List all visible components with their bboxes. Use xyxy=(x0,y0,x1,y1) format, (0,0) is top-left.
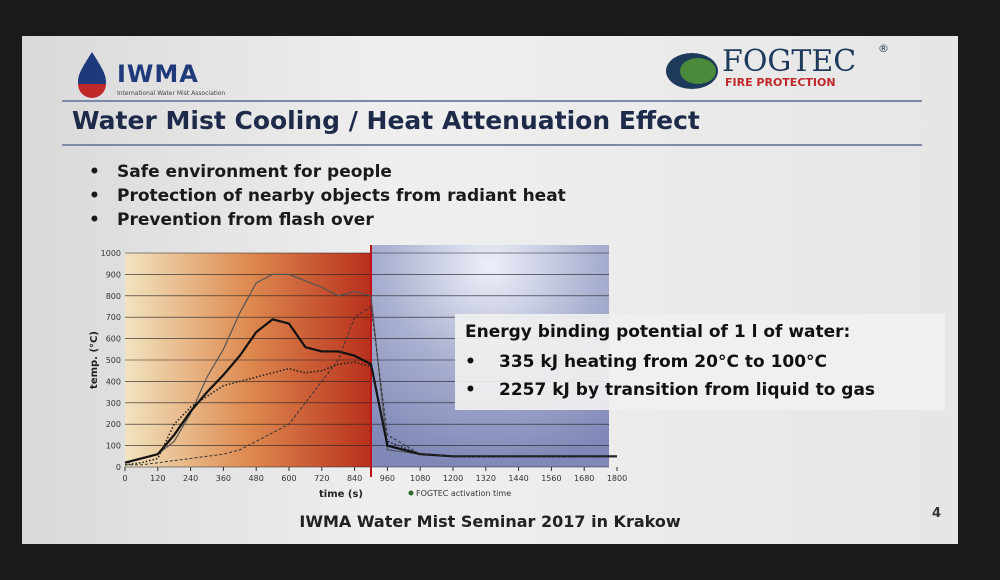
y-tick-label: 500 xyxy=(106,356,121,365)
rule xyxy=(62,144,922,146)
x-tick-label: 1320 xyxy=(476,474,496,483)
activation-dot xyxy=(408,490,414,496)
x-tick-label: 1680 xyxy=(574,474,594,483)
x-tick-label: 360 xyxy=(216,474,231,483)
y-tick-label: 100 xyxy=(106,442,121,451)
box-heading: Energy binding potential of 1 l of water… xyxy=(465,322,851,342)
x-axis-label: time (s) xyxy=(319,489,363,500)
x-tick-label: 600 xyxy=(281,474,296,483)
y-tick-label: 400 xyxy=(106,377,121,386)
logo-name: FOGTEC xyxy=(722,44,857,79)
page-number: 4 xyxy=(932,506,942,521)
slide: IWMA International Water Mist Associatio… xyxy=(22,36,958,544)
annotation: FOGTEC activation time xyxy=(416,489,511,498)
y-tick-label: 200 xyxy=(106,420,121,429)
x-tick-label: 1440 xyxy=(508,474,528,483)
y-tick-label: 800 xyxy=(106,292,121,301)
bullet: Protection of nearby objects from radian… xyxy=(89,186,566,206)
y-tick-label: 300 xyxy=(106,399,121,408)
box-item: 2257 kJ by transition from liquid to gas xyxy=(499,380,876,400)
x-tick-label: 960 xyxy=(380,474,395,483)
logo-subtitle: International Water Mist Association xyxy=(117,90,226,97)
logo-mark: ® xyxy=(878,42,889,55)
x-tick-label: 120 xyxy=(150,474,165,483)
logo-name: IWMA xyxy=(117,60,199,88)
y-tick-label: 1000 xyxy=(101,249,121,258)
x-tick-label: 1200 xyxy=(443,474,463,483)
box-item: 335 kJ heating from 20°C to 100°C xyxy=(499,352,828,372)
y-tick-label: 900 xyxy=(106,270,121,279)
rule xyxy=(62,100,922,102)
iwma-icon xyxy=(78,52,106,98)
y-axis-label: temp. (°C) xyxy=(89,331,100,389)
y-tick-label: 700 xyxy=(106,313,121,322)
x-tick-label: 480 xyxy=(249,474,264,483)
x-tick-label: 720 xyxy=(314,474,329,483)
bullet: Prevention from flash over xyxy=(89,210,374,230)
bullet: Safe environment for people xyxy=(89,162,392,182)
x-tick-label: 840 xyxy=(347,474,362,483)
temperature-curve xyxy=(125,305,617,466)
fogtec-icon xyxy=(666,53,718,89)
x-tick-label: 1800 xyxy=(607,474,627,483)
y-tick-label: 0 xyxy=(116,463,121,472)
slide-title: Water Mist Cooling / Heat Attenuation Ef… xyxy=(72,106,700,135)
y-tick-label: 600 xyxy=(106,335,121,344)
x-tick-label: 1080 xyxy=(410,474,430,483)
x-tick-label: 1560 xyxy=(541,474,561,483)
bullet-dot: • xyxy=(465,352,476,372)
bullet-dot: • xyxy=(465,380,476,400)
footer: IWMA Water Mist Seminar 2017 in Krakow xyxy=(299,512,681,531)
logo-subtitle: FIRE PROTECTION xyxy=(725,76,836,89)
x-tick-label: 0 xyxy=(122,474,127,483)
energy-box: Energy binding potential of 1 l of water… xyxy=(455,314,945,410)
x-tick-label: 240 xyxy=(183,474,198,483)
